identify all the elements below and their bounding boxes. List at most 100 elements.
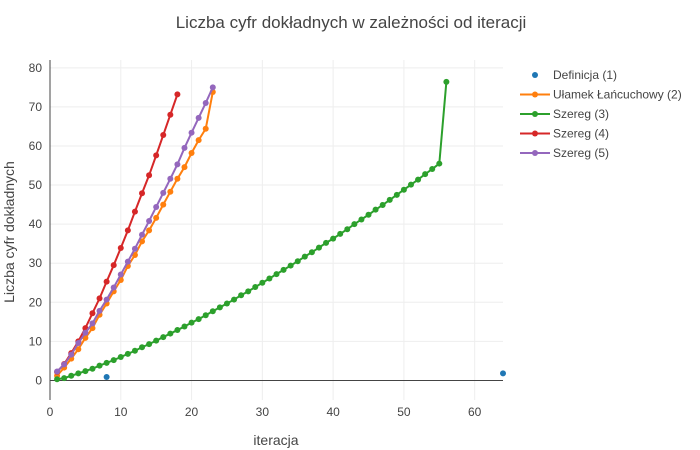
legend-label: Definicja (1) [553,68,617,82]
data-point [54,376,61,383]
data-point [117,354,124,361]
data-point [153,203,160,210]
data-point [160,132,167,139]
y-axis-title: Liczba cyfr dokładnych [1,161,17,303]
legend-label: Ułamek Łańcuchowy (2) [553,88,682,102]
data-point [160,201,167,208]
data-point [110,262,117,269]
data-point [174,161,181,168]
data-point [245,288,252,295]
data-point [301,253,308,260]
data-point [202,125,209,132]
legend-item[interactable]: Definicja (1) [532,68,617,82]
legend-marker-swatch [532,130,538,137]
legend[interactable]: Definicja (1) Ułamek Łańcuchowy (2) Szereg… [520,68,682,160]
data-point [294,258,301,265]
series-3 [54,78,450,383]
legend-item[interactable]: Szereg (5) [520,146,609,160]
data-point [358,216,365,223]
data-point [174,91,181,98]
data-point [266,275,273,282]
x-tick-label: 20 [185,405,199,419]
data-point [344,226,351,233]
legend-label: Szereg (5) [553,146,609,160]
data-point [131,208,138,215]
data-point [75,370,82,377]
series-1 [103,370,506,380]
data-point [365,211,372,218]
x-tick-labels: 0 10 20 30 40 50 60 [47,405,482,419]
data-point [117,271,124,278]
data-point [372,206,379,213]
data-point [202,312,209,319]
chart-title: Liczba cyfr dokładnych w zależności od i… [176,13,527,32]
y-tick-label: 80 [29,61,43,75]
data-point [131,347,138,354]
y-tick-label: 10 [29,334,43,348]
x-tick-label: 40 [326,405,340,419]
data-point [167,188,174,195]
data-point [89,310,96,317]
data-point [436,160,443,167]
data-point [82,329,89,336]
data-point [287,262,294,269]
data-point [146,341,153,348]
data-point [188,150,195,157]
data-point [323,239,330,246]
data-point [393,191,400,198]
legend-item[interactable]: Ułamek Łańcuchowy (2) [520,88,682,102]
legend-label: Szereg (3) [553,107,609,121]
x-tick-label: 50 [397,405,411,419]
legend-item[interactable]: Szereg (4) [520,127,609,141]
data-point [82,368,89,375]
data-point [160,334,167,341]
data-point [131,245,138,252]
data-point [195,137,202,144]
data-point [330,235,337,242]
data-point [231,296,238,303]
data-point [223,300,230,307]
y-tick-label: 20 [29,295,43,309]
data-point [153,152,160,159]
legend-marker-swatch [532,111,538,117]
data-point [259,279,266,286]
data-point [216,304,223,311]
data-point [209,84,216,91]
x-tick-label: 0 [47,405,54,419]
data-point [351,221,358,228]
data-point [188,129,195,136]
data-point [174,175,181,182]
data-point [54,368,61,375]
x-tick-label: 60 [468,405,482,419]
data-point [96,295,103,302]
data-point [139,190,146,197]
y-tick-label: 0 [35,373,42,387]
y-tick-label: 70 [29,100,43,114]
data-point [315,244,322,251]
data-point [167,111,174,118]
data-point [124,227,131,234]
data-point [181,323,188,330]
data-point [500,370,506,377]
data-point [443,78,450,85]
data-point [68,372,75,379]
data-point [337,230,344,237]
data-point [429,166,436,173]
data-point [195,114,202,121]
legend-label: Szereg (4) [553,127,609,141]
data-point [202,99,209,106]
data-point [61,375,68,382]
traces [54,78,506,383]
data-point [181,164,188,171]
y-tick-label: 30 [29,256,43,270]
data-point [280,266,287,273]
data-point [96,362,103,369]
data-point [167,330,174,337]
data-point [167,175,174,182]
data-point [238,292,245,299]
data-point [146,227,153,234]
legend-item[interactable]: Szereg (3) [520,107,609,121]
legend-marker-swatch [532,91,538,98]
